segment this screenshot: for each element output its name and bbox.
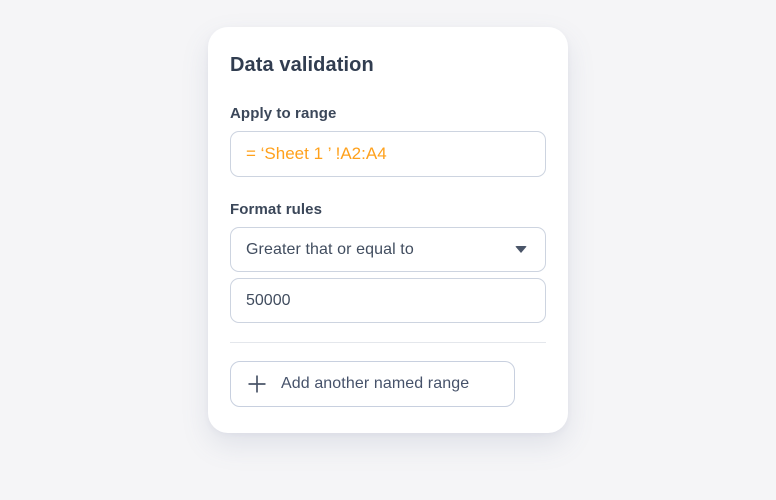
apply-to-range-section: Apply to range [230,105,546,177]
rule-value-input[interactable] [230,278,546,323]
format-rules-label: Format rules [230,201,323,218]
add-named-range-button-label: Add another named range [281,375,470,392]
format-rule-select[interactable]: Greater that or equal to [230,227,546,272]
data-validation-card: Data validation Apply to range Format ru… [208,27,568,433]
format-rules-section: Format rules Greater that or equal to [230,201,546,323]
page-title: Data validation [230,54,374,76]
add-named-range-button[interactable]: Add another named range [230,361,515,407]
divider [230,342,546,343]
apply-to-range-label: Apply to range [230,105,337,122]
chevron-down-icon [515,246,527,253]
format-rule-selected-option: Greater that or equal to [246,240,414,258]
apply-to-range-input[interactable] [230,131,546,177]
plus-icon [248,375,266,393]
